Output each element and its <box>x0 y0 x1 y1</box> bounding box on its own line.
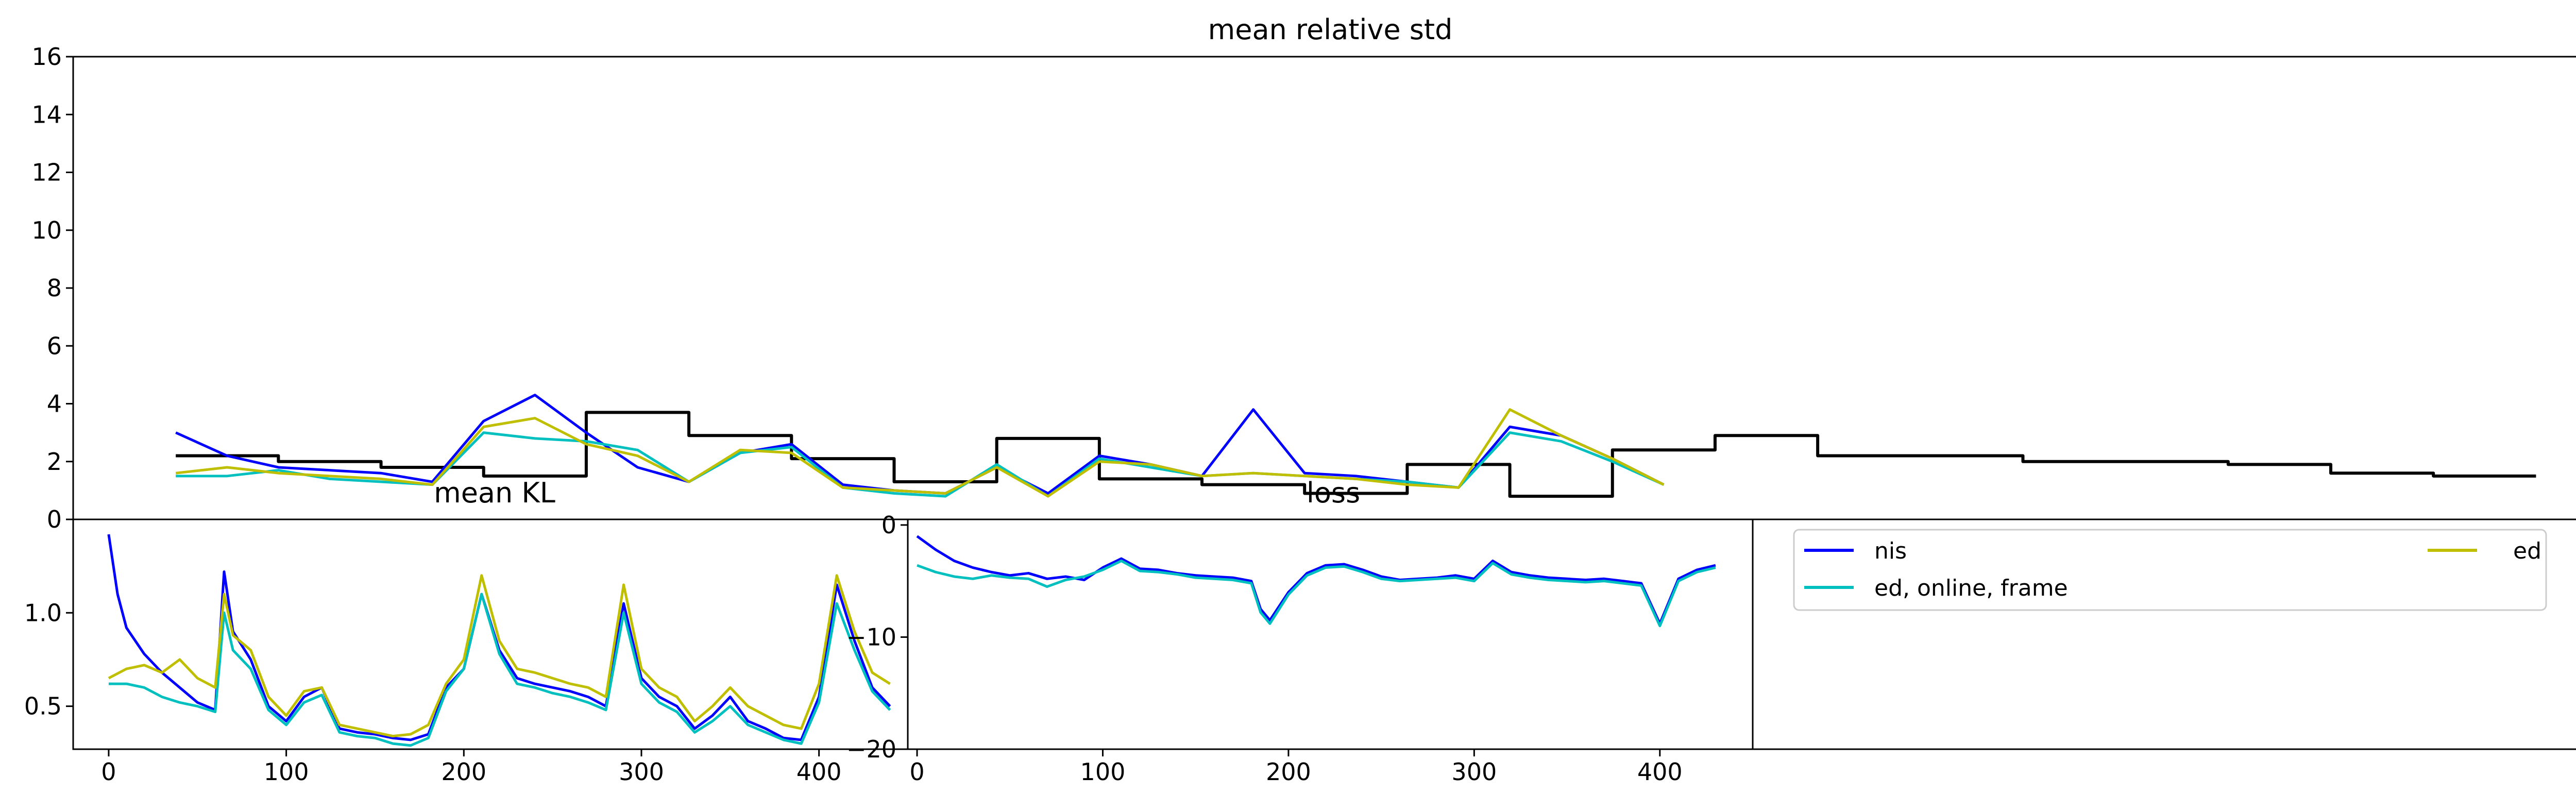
kl-plot-lines <box>107 534 891 747</box>
top-ytick-label-2: 4 <box>47 390 62 418</box>
legend-entry-nis: nis <box>1804 538 1907 564</box>
legend-entry-ed-online-frame: ed, online, frame <box>1804 575 2068 601</box>
top-plot-lines <box>175 394 2536 498</box>
kl-xtick-label-4: 400 <box>796 758 842 786</box>
loss-ytick-label-1: −10 <box>846 623 896 651</box>
kl-xtick-label-3: 300 <box>619 758 664 786</box>
line-reference <box>176 411 2536 498</box>
panel-mean-kl: mean KL 0.5 1.0 0 100 200 300 400 <box>24 477 909 786</box>
top-ytick-label-8: 16 <box>31 43 62 71</box>
chart-title-mean-kl: mean KL <box>434 477 555 509</box>
top-ytick-label-3: 6 <box>47 332 62 360</box>
legend-entry-ed: ed <box>2428 538 2541 564</box>
kl-xtick-label-0: 0 <box>101 758 116 786</box>
top-ytick-label-1: 2 <box>47 448 62 476</box>
kl-xtick-label-2: 200 <box>441 758 486 786</box>
kl-ytick-label-0: 0.5 <box>24 693 62 720</box>
panel-legend-frame <box>1752 518 2576 750</box>
legend-label-nis: nis <box>1874 538 1907 564</box>
top-ytick-label-4: 8 <box>47 274 62 302</box>
line-nis <box>916 535 1716 625</box>
loss-axes: 0 −10 −20 0 100 200 300 400 <box>846 511 1683 786</box>
chart-title-loss: loss <box>1307 477 1360 509</box>
line-ed <box>108 574 891 738</box>
line-ed-online-frame <box>108 593 891 747</box>
loss-xtick-label-3: 300 <box>1451 758 1497 786</box>
loss-ytick-label-0: 0 <box>882 511 896 539</box>
top-ytick-label-5: 10 <box>31 216 62 244</box>
legend-label-ed-online-frame: ed, online, frame <box>1874 575 2068 601</box>
line-ed <box>175 408 1665 498</box>
loss-xtick-label-1: 100 <box>1080 758 1126 786</box>
kl-ytick-label-1: 1.0 <box>24 599 62 627</box>
loss-plot-lines <box>916 535 1716 628</box>
panel-legend-area: nis ed, online, frame ed <box>1752 518 2576 750</box>
legend: nis ed, online, frame ed <box>1793 529 2547 611</box>
panel-mean-relative-std: mean relative std 0 2 4 6 8 10 12 14 16 <box>31 13 2576 533</box>
kl-xtick-label-1: 100 <box>264 758 309 786</box>
chart-title-mean-relative-std: mean relative std <box>1208 13 1453 46</box>
line-ed-online-frame <box>917 560 1716 628</box>
top-ytick-label-6: 12 <box>31 159 62 187</box>
loss-ytick-label-2: −20 <box>846 735 896 763</box>
top-ytick-label-7: 14 <box>31 100 62 128</box>
loss-xtick-label-0: 0 <box>909 758 924 786</box>
legend-label-ed: ed <box>2513 538 2541 564</box>
loss-xtick-label-2: 200 <box>1266 758 1311 786</box>
kl-axes: 0.5 1.0 0 100 200 300 400 <box>24 599 842 786</box>
top-y-axis: 0 2 4 6 8 10 12 14 16 <box>31 43 73 533</box>
legend-box <box>1793 529 2547 611</box>
top-ytick-label-0: 0 <box>47 505 62 533</box>
loss-xtick-label-4: 400 <box>1637 758 1683 786</box>
panel-loss: loss 0 −10 −20 0 100 200 300 400 <box>846 477 1754 786</box>
